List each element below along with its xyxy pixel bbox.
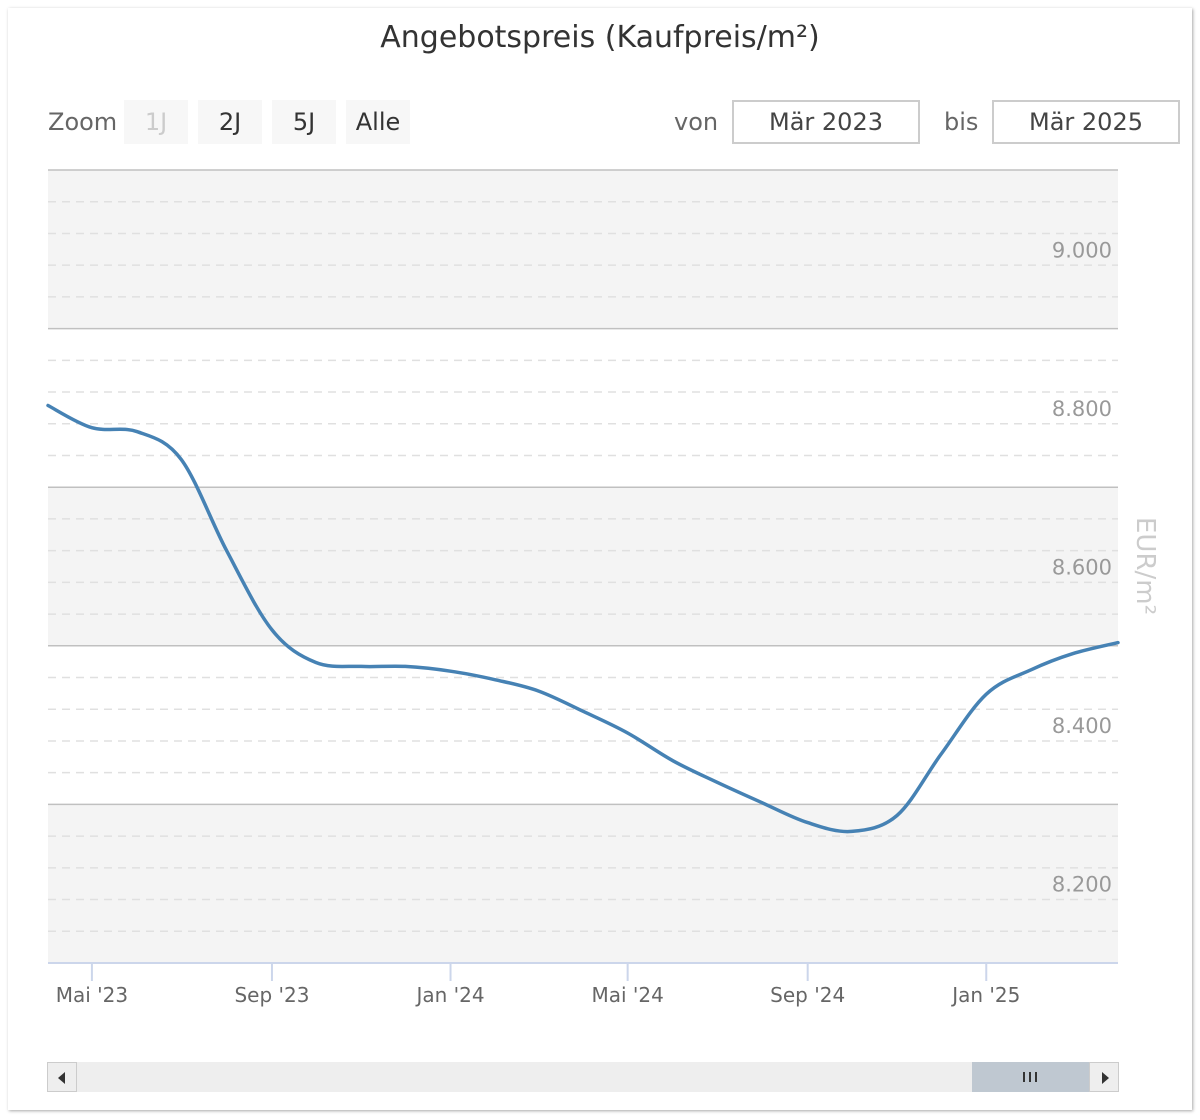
y-tick-label: 8.200: [1052, 873, 1112, 897]
zoom-label: Zoom: [48, 108, 118, 136]
series-line: [46, 403, 1120, 834]
plot-band: [48, 487, 1118, 646]
major-grid: [48, 169, 1118, 806]
series-layer: [46, 403, 1120, 834]
zoom-5y-button[interactable]: 5J: [272, 100, 336, 144]
plot-band: [48, 170, 1118, 329]
x-tick-label: Jan '24: [414, 983, 484, 1007]
from-date-input[interactable]: Mär 2023: [732, 100, 920, 144]
x-tick-label: Jan '25: [950, 983, 1020, 1007]
x-tick-label: Mai '24: [591, 983, 663, 1007]
y-axis-labels: 9.000 8.800 8.600 8.400 8.200: [1052, 238, 1112, 896]
x-tick-label: Sep '24: [770, 983, 845, 1007]
plot-band: [48, 804, 1118, 963]
minor-grid: [48, 200, 1118, 933]
from-label: von: [674, 108, 719, 136]
y-tick-label: 9.000: [1052, 238, 1112, 262]
zoom-2y-button[interactable]: 2J: [198, 100, 262, 144]
scroll-left-button[interactable]: [47, 1062, 77, 1092]
y-tick-label: 8.800: [1052, 397, 1112, 421]
scrollbar-thumb[interactable]: [972, 1062, 1090, 1092]
plot-bands: [48, 170, 1118, 963]
scroll-right-button[interactable]: [1089, 1062, 1119, 1092]
to-label: bis: [944, 108, 979, 136]
zoom-all-button[interactable]: Alle: [346, 100, 410, 144]
navigator-scrollbar-track[interactable]: [48, 1062, 1118, 1092]
chart-title: Angebotspreis (Kaufpreis/m²): [380, 20, 820, 55]
arrow-left-icon: [58, 1072, 65, 1084]
zoom-1y-button[interactable]: 1J: [124, 100, 188, 144]
x-tick-label: Sep '23: [234, 983, 309, 1007]
y-tick-label: 8.600: [1052, 556, 1112, 580]
y-axis-title: EUR/m²: [1130, 517, 1160, 615]
x-tick-label: Mai '23: [56, 983, 128, 1007]
to-date-input[interactable]: Mär 2025: [992, 100, 1180, 144]
arrow-right-icon: [1102, 1072, 1109, 1084]
grip-icon: [1023, 1072, 1037, 1082]
x-axis-ticks: Mai '23 Sep '23 Jan '24 Mai '24 Sep '24 Jan '…: [56, 963, 1020, 1007]
y-tick-label: 8.400: [1052, 714, 1112, 738]
